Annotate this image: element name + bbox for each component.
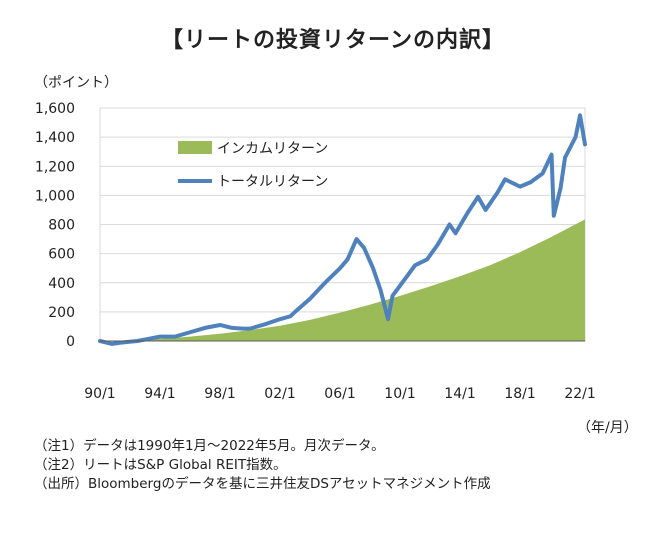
x-tick-label: 22/1 xyxy=(564,386,595,402)
y-tick-label: 1,000 xyxy=(35,188,75,204)
legend-label-total: トータルリターン xyxy=(217,174,328,190)
total-return-line xyxy=(98,113,587,346)
y-tick-labels: 0 200 400 600 800 1,000 1,200 1,400 1,600 xyxy=(35,101,75,350)
x-tick-label: 94/1 xyxy=(144,386,175,402)
y-tick-label: 600 xyxy=(48,247,75,263)
footnotes: （注1）データは1990年1月～2022年5月。月次データ。 （注2）リートはS… xyxy=(34,437,491,494)
x-tick-label: 10/1 xyxy=(384,386,415,402)
income-return-area xyxy=(100,219,585,341)
y-tick-label: 1,400 xyxy=(35,130,75,146)
chart-title: 【リートの投資リターンの内訳】 xyxy=(161,28,505,53)
x-tick-label: 98/1 xyxy=(204,386,235,402)
y-tick-label: 800 xyxy=(48,218,75,234)
y-tick-label: 0 xyxy=(66,334,75,350)
x-tick-label: 90/1 xyxy=(84,386,115,402)
legend-swatch-income xyxy=(178,141,212,154)
y-tick-label: 200 xyxy=(48,305,75,321)
footnote-2: （注2）リートはS&P Global REIT指数。 xyxy=(34,457,287,473)
y-axis-unit-label: （ポイント） xyxy=(34,75,118,91)
x-tick-label: 02/1 xyxy=(264,386,295,402)
x-axis-unit-label: （年/月） xyxy=(577,420,638,436)
y-tick-label: 1,600 xyxy=(35,101,75,117)
y-tick-label: 400 xyxy=(48,276,75,292)
footnote-1: （注1）データは1990年1月～2022年5月。月次データ。 xyxy=(34,438,385,454)
footnote-source: （出所）Bloombergのデータを基に三井住友DSアセットマネジメント作成 xyxy=(34,476,491,492)
x-tick-label: 14/1 xyxy=(444,386,475,402)
legend: インカムリターン トータルリターン xyxy=(178,141,328,190)
x-tick-labels: 90/1 94/1 98/1 02/1 06/1 10/1 14/1 18/1 22/1 xyxy=(84,386,596,402)
y-tick-label: 1,200 xyxy=(35,159,75,175)
x-tick-label: 06/1 xyxy=(324,386,355,402)
x-tick-label: 18/1 xyxy=(504,386,535,402)
legend-label-income: インカムリターン xyxy=(217,141,328,157)
